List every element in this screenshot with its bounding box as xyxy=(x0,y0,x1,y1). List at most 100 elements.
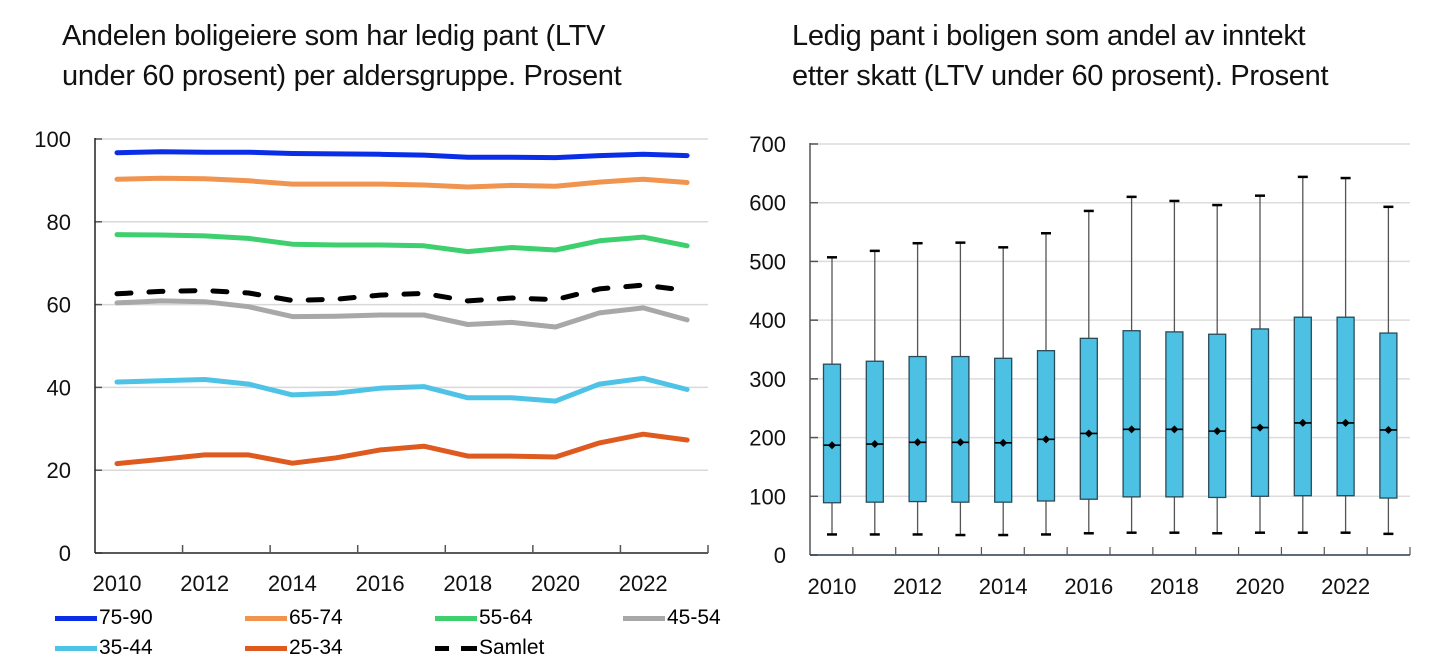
median-marker xyxy=(1298,418,1307,427)
legend-label: 45-54 xyxy=(667,606,721,629)
median-marker xyxy=(1256,423,1264,432)
y-tick-label: 100 xyxy=(749,484,786,509)
x-tick-label: 2020 xyxy=(1236,574,1285,599)
y-tick-label: 400 xyxy=(749,308,786,333)
right-box-chart: 0 100 200 300 400 500 600 700 2010 2012 2014 2016 20… xyxy=(749,132,1411,599)
box-iqr xyxy=(1293,316,1312,497)
box-2014 xyxy=(994,246,1013,537)
series-line-25-34 xyxy=(114,431,690,467)
legend-item: 25-34 xyxy=(245,636,343,660)
legend-swatch xyxy=(623,615,665,621)
box-2011 xyxy=(865,249,884,536)
legend-swatch xyxy=(55,645,97,651)
x-tick-label: 2018 xyxy=(1150,574,1199,599)
legend-label: 25-34 xyxy=(289,636,343,659)
left-line-chart: 0 20 40 60 80 100 2010 2012 2014 2016 2018 2020 2022 xyxy=(34,127,709,596)
y-tick-label: 0 xyxy=(59,541,71,566)
y-tick-label: 600 xyxy=(749,191,786,216)
box-iqr xyxy=(1336,316,1355,497)
right-chart-title: Ledig pant i boligen som andel av inntek… xyxy=(792,16,1329,96)
y-tick-label: 200 xyxy=(749,426,786,451)
box-iqr xyxy=(822,363,842,504)
legend-label: 55-64 xyxy=(479,606,533,629)
x-tick-label: 2016 xyxy=(356,571,405,596)
box-iqr xyxy=(1165,331,1184,498)
legend-item: 45-54 xyxy=(623,606,721,630)
y-tick-label: 20 xyxy=(47,458,71,483)
box-2023 xyxy=(1379,205,1398,536)
legend-swatch xyxy=(55,615,97,621)
series-line-65-74 xyxy=(114,175,690,190)
legend-label: 75-90 xyxy=(99,606,153,629)
y-tick-label: 300 xyxy=(749,367,786,392)
x-tick-label: 2010 xyxy=(808,574,857,599)
x-tick-label: 2014 xyxy=(268,571,317,596)
right-chart-title-line-2: etter skatt (LTV under 60 prosent). Pros… xyxy=(792,60,1329,92)
median-marker xyxy=(1084,429,1093,438)
legend-label: 35-44 xyxy=(99,636,153,659)
box-2018 xyxy=(1165,199,1184,534)
box-2013 xyxy=(951,241,970,537)
y-tick-label: 40 xyxy=(47,375,71,400)
x-tick-label: 2012 xyxy=(180,571,229,596)
legend-label: Samlet xyxy=(479,636,545,659)
x-tick-label: 2020 xyxy=(531,571,580,596)
median-marker xyxy=(870,440,879,449)
series-line-45-54 xyxy=(114,298,690,330)
box-iqr xyxy=(951,355,970,503)
median-marker xyxy=(999,438,1008,447)
legend-swatch xyxy=(245,645,287,651)
legend-item: 65-74 xyxy=(245,606,343,630)
box-iqr xyxy=(865,360,884,503)
y-tick-label: 500 xyxy=(749,249,786,274)
legend-item: 55-64 xyxy=(435,606,533,630)
x-tick-label: 2010 xyxy=(93,571,142,596)
y-tick-label: 700 xyxy=(749,132,786,157)
right-chart-title-line-1: Ledig pant i boligen som andel av inntek… xyxy=(792,20,1306,52)
x-tick-label: 2018 xyxy=(443,571,492,596)
box-2016 xyxy=(1079,209,1098,535)
legend-item: 75-90 xyxy=(55,606,153,630)
legend-label: 65-74 xyxy=(289,606,343,629)
box-iqr xyxy=(1379,332,1398,499)
median-marker xyxy=(956,438,965,447)
left-chart-title-line-1: Andelen boligeiere som har ledig pant (L… xyxy=(62,20,606,52)
median-marker xyxy=(1042,435,1050,444)
legend-item: Samlet xyxy=(435,636,544,660)
y-tick-label: 60 xyxy=(47,293,71,318)
legend-swatch xyxy=(245,615,287,621)
median-marker xyxy=(1341,418,1350,427)
box-2010 xyxy=(822,256,842,536)
box-2022 xyxy=(1336,176,1355,534)
median-marker xyxy=(1213,427,1222,436)
series-line-75-90 xyxy=(114,149,690,161)
box-iqr xyxy=(1079,337,1098,500)
box-iqr xyxy=(994,357,1013,503)
box-2015 xyxy=(1036,231,1056,536)
legend-swatch xyxy=(435,615,477,621)
box-iqr xyxy=(1208,333,1227,499)
median-marker xyxy=(1127,425,1136,434)
box-iqr xyxy=(1250,328,1270,497)
box-2021 xyxy=(1293,175,1312,534)
y-tick-label: 0 xyxy=(774,543,786,568)
left-chart-title: Andelen boligeiere som har ledig pant (L… xyxy=(62,16,622,96)
median-marker xyxy=(1384,425,1393,434)
box-iqr xyxy=(1036,350,1056,502)
legend-item: 35-44 xyxy=(55,636,153,660)
x-tick-label: 2022 xyxy=(1321,574,1370,599)
series-line-35-44 xyxy=(114,375,690,404)
box-iqr xyxy=(1122,330,1141,498)
x-tick-label: 2014 xyxy=(979,574,1028,599)
series-line-55-64 xyxy=(114,232,690,255)
box-iqr xyxy=(908,355,927,503)
median-marker xyxy=(828,441,836,450)
x-tick-label: 2016 xyxy=(1064,574,1113,599)
median-marker xyxy=(1170,425,1179,434)
left-chart-title-line-2: under 60 prosent) per aldersgruppe. Pros… xyxy=(62,60,622,92)
series-line-Samlet xyxy=(114,282,690,304)
x-tick-label: 2012 xyxy=(893,574,942,599)
legend-swatch xyxy=(435,645,477,651)
box-2012 xyxy=(908,241,927,536)
box-2020 xyxy=(1250,194,1270,534)
